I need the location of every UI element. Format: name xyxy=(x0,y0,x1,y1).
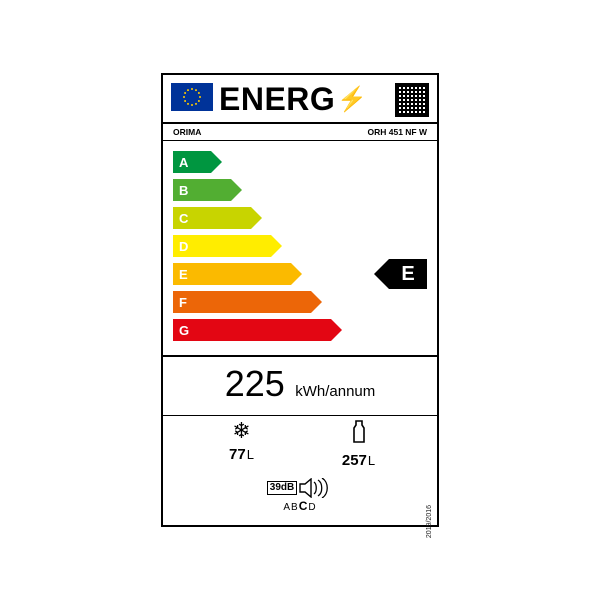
freezer-spec: ❄ 77L xyxy=(183,420,300,469)
bolt-icon: ⚡ xyxy=(337,85,367,114)
label-header: ENERG⚡ xyxy=(163,75,437,122)
bottle-icon xyxy=(300,420,417,448)
consumption-value: 225 xyxy=(225,363,285,405)
fridge-spec: 257L xyxy=(300,420,417,469)
arrow-tip-icon xyxy=(374,259,389,289)
energy-label: ENERG⚡ ORIMA ORH 451 NF W ABCDEFG E 225 … xyxy=(161,73,439,527)
scale-bar-f: F xyxy=(173,291,331,313)
energy-title: ENERG⚡ xyxy=(219,81,389,118)
scale-letter: G xyxy=(179,323,189,338)
efficiency-scale: ABCDEFG E xyxy=(163,141,437,355)
consumption-unit: kWh/annum xyxy=(295,383,375,400)
scale-bar-g: G xyxy=(173,319,331,341)
model-name: ORH 451 NF W xyxy=(367,127,427,137)
scale-bar-b: B xyxy=(173,179,331,201)
scale-letter: A xyxy=(179,155,188,170)
scale-letter: F xyxy=(179,295,187,310)
scale-letter: E xyxy=(179,267,188,282)
scale-bar-a: A xyxy=(173,151,331,173)
scale-letter: B xyxy=(179,183,188,198)
scale-bar-d: D xyxy=(173,235,331,257)
speaker-icon xyxy=(299,478,333,498)
scale-letter: C xyxy=(179,211,188,226)
annual-consumption: 225 kWh/annum xyxy=(163,357,437,415)
noise-db: 39dB xyxy=(267,481,297,495)
noise-section: 39dB ABCD xyxy=(163,477,437,525)
product-meta: ORIMA ORH 451 NF W xyxy=(163,124,437,140)
rating-arrow: E xyxy=(374,259,427,289)
freezer-capacity: 77L xyxy=(183,446,300,463)
scale-bar-c: C xyxy=(173,207,331,229)
capacity-specs: ❄ 77L 257L xyxy=(163,416,437,477)
regulation-text: 2019/2016 xyxy=(426,505,433,538)
rating-letter: E xyxy=(389,259,427,289)
scale-letter: D xyxy=(179,239,188,254)
fridge-capacity: 257L xyxy=(300,452,417,469)
eu-flag-icon xyxy=(171,83,213,116)
noise-class: ABCD xyxy=(163,499,437,513)
snowflake-icon: ❄ xyxy=(183,420,300,442)
scale-bars: ABCDEFG xyxy=(173,151,331,347)
brand-name: ORIMA xyxy=(173,127,201,137)
qr-code-icon xyxy=(395,83,429,117)
noise-icon: 39dB xyxy=(267,478,333,498)
scale-bar-e: E xyxy=(173,263,331,285)
